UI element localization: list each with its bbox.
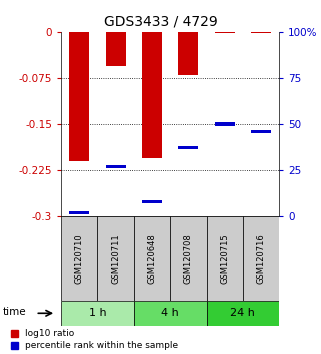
- Text: 24 h: 24 h: [230, 308, 255, 318]
- Text: 4 h: 4 h: [161, 308, 179, 318]
- Text: 1 h: 1 h: [89, 308, 106, 318]
- Bar: [206, 301, 279, 326]
- Bar: [215, 32, 235, 33]
- Bar: [134, 216, 170, 301]
- Text: GSM120648: GSM120648: [147, 233, 156, 284]
- Bar: [69, 32, 89, 161]
- Legend: log10 ratio, percentile rank within the sample: log10 ratio, percentile rank within the …: [11, 330, 178, 350]
- Text: time: time: [3, 307, 27, 317]
- Bar: [251, 130, 271, 133]
- Bar: [142, 200, 162, 203]
- Text: GSM120710: GSM120710: [75, 233, 84, 284]
- Bar: [106, 165, 126, 168]
- Bar: [243, 216, 279, 301]
- Bar: [206, 216, 243, 301]
- Bar: [134, 301, 206, 326]
- Bar: [69, 211, 89, 214]
- Bar: [178, 32, 198, 75]
- Bar: [178, 146, 198, 149]
- Bar: [251, 32, 271, 33]
- Text: GSM120716: GSM120716: [256, 233, 265, 284]
- Bar: [170, 216, 206, 301]
- Text: GSM120715: GSM120715: [220, 233, 229, 284]
- Bar: [61, 301, 134, 326]
- Bar: [61, 216, 97, 301]
- Bar: [215, 122, 235, 126]
- Bar: [142, 32, 162, 158]
- Bar: [97, 216, 134, 301]
- Text: GSM120708: GSM120708: [184, 233, 193, 284]
- Text: GSM120711: GSM120711: [111, 233, 120, 284]
- Text: GDS3433 / 4729: GDS3433 / 4729: [104, 14, 217, 28]
- Bar: [106, 32, 126, 65]
